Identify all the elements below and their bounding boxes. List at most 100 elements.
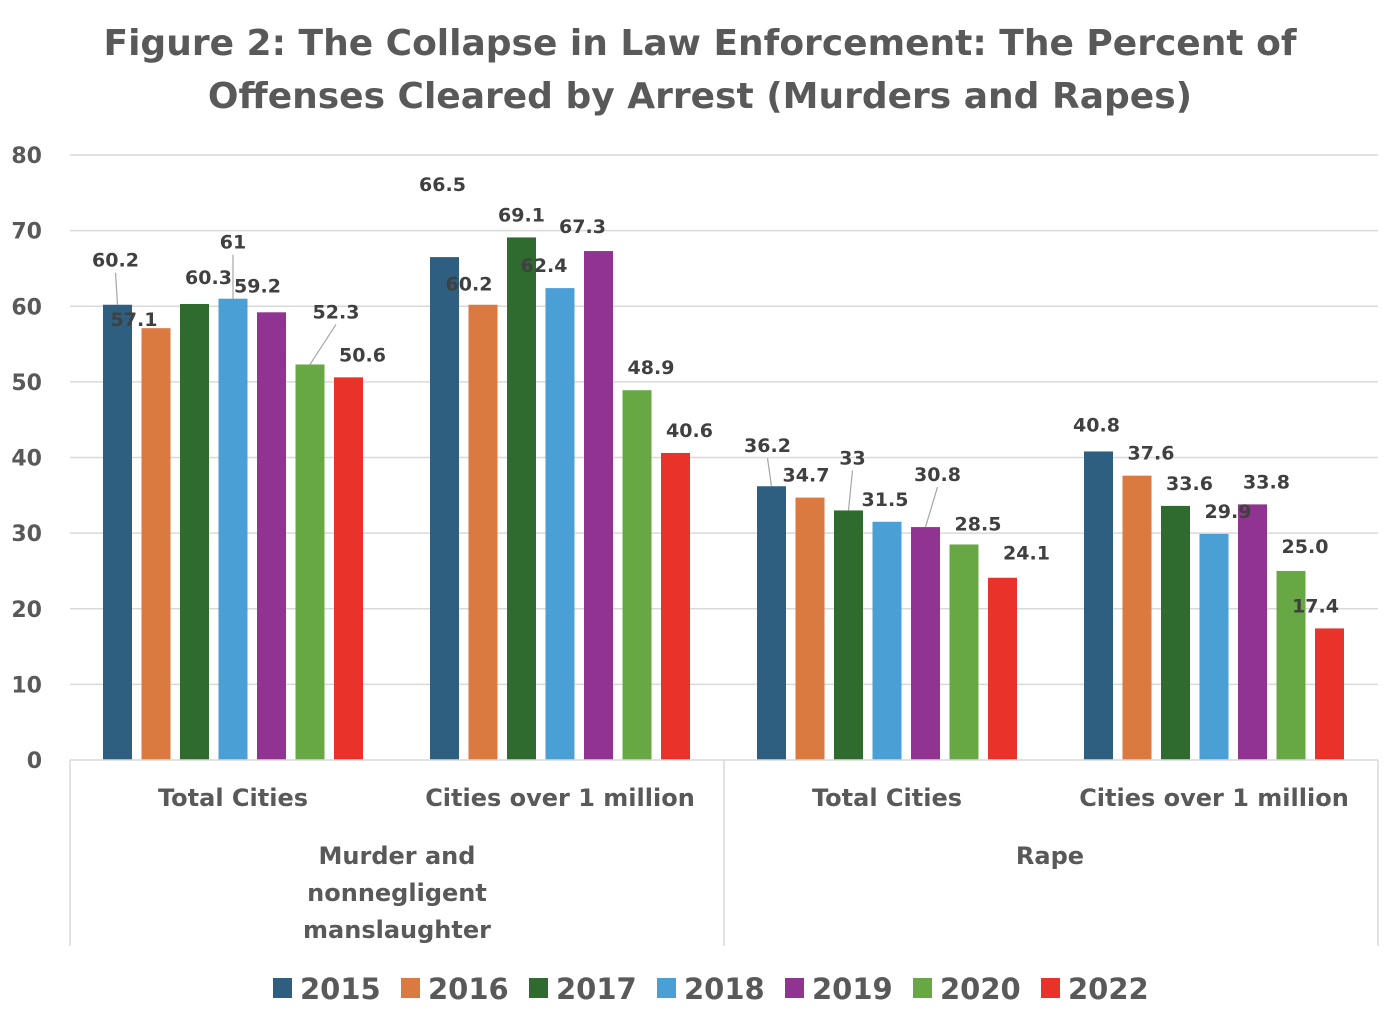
- chart-title: Figure 2: The Collapse in Law Enforcemen…: [104, 23, 1297, 117]
- legend-swatch-2022: [1041, 978, 1060, 998]
- bar-2017-0: [180, 303, 209, 760]
- data-label-2015-3: 40.8: [1073, 414, 1120, 436]
- bar-2016-0: [141, 328, 171, 760]
- y-tick-label: 80: [11, 144, 42, 169]
- legend-label-2017: 2017: [556, 972, 637, 1006]
- bar-2019-3: [1238, 504, 1267, 760]
- bar-2019-0: [257, 312, 286, 760]
- data-label-2016-3: 37.6: [1128, 443, 1175, 465]
- data-label-2016-1: 60.2: [446, 274, 493, 296]
- x-group-label: manslaughter: [303, 916, 491, 944]
- bar-2017-3: [1161, 505, 1190, 760]
- data-label-2019-3: 33.8: [1243, 471, 1290, 493]
- data-label-2022-0: 50.6: [339, 344, 386, 366]
- x-group-label: Rape: [1016, 842, 1084, 870]
- legend-swatch-2018: [657, 978, 676, 998]
- data-label-2017-3: 33.6: [1166, 473, 1213, 495]
- label-leader-line: [766, 458, 773, 487]
- data-label-2015-1: 66.5: [419, 174, 466, 196]
- legend-label-2015: 2015: [300, 972, 381, 1006]
- data-label-2016-2: 34.7: [783, 465, 830, 487]
- data-label-2020-3: 25.0: [1282, 536, 1329, 558]
- data-label-2018-0: 61: [220, 232, 246, 254]
- x-axis: Total Cities Cities over 1 million Murder …: [69, 759, 1379, 946]
- data-label-2015-0: 60.2: [92, 250, 139, 272]
- data-labels: 60.2 57.1 60.3 61 59.2 52.3 50.6 66.5 60.2 69.1 62…: [92, 174, 1339, 617]
- bar-2020-2: [949, 544, 979, 760]
- data-label-2022-2: 24.1: [1003, 543, 1050, 565]
- bar-2018-3: [1199, 533, 1229, 760]
- data-label-2020-1: 48.9: [628, 357, 675, 379]
- data-label-2022-3: 17.4: [1292, 595, 1339, 617]
- data-label-2019-1: 67.3: [559, 216, 606, 238]
- y-tick-label: 20: [11, 598, 42, 623]
- bar-2022-1: [661, 452, 690, 760]
- bar-2015-2: [757, 486, 786, 760]
- data-label-2018-1: 62.4: [521, 255, 568, 277]
- y-tick-label: 40: [11, 447, 42, 472]
- y-tick-label: 70: [11, 220, 42, 245]
- bar-2016-3: [1122, 475, 1152, 760]
- bar-2017-1: [507, 237, 536, 760]
- bar-2017-2: [834, 510, 863, 760]
- bar-2020-0: [295, 364, 325, 760]
- data-label-2018-3: 29.9: [1205, 501, 1252, 523]
- data-label-2016-0: 57.1: [111, 309, 158, 331]
- label-leader-line: [924, 486, 939, 528]
- data-label-2019-2: 30.8: [914, 464, 961, 486]
- data-label-2018-2: 31.5: [862, 489, 909, 511]
- bar-2016-2: [795, 497, 825, 760]
- y-tick-label: 30: [11, 522, 42, 547]
- data-label-2019-0: 59.2: [234, 275, 281, 297]
- legend-label-2016: 2016: [428, 972, 509, 1006]
- label-leader-line: [847, 470, 854, 511]
- x-category-label: Cities over 1 million: [425, 784, 695, 812]
- bar-2019-1: [584, 251, 613, 760]
- bar-2020-3: [1276, 570, 1306, 760]
- x-category-label: Total Cities: [812, 784, 962, 812]
- x-group-label: Murder and: [319, 842, 476, 870]
- bar-2018-1: [545, 288, 575, 760]
- bar-2022-3: [1315, 628, 1344, 760]
- legend-label-2020: 2020: [940, 972, 1021, 1006]
- data-label-2015-2: 36.2: [744, 435, 791, 457]
- data-label-2020-0: 52.3: [313, 301, 360, 323]
- y-axis-ticks: 0 10 20 30 40 50 60 70 80: [11, 144, 42, 774]
- legend-swatch-2019: [785, 978, 804, 998]
- legend-label-2018: 2018: [684, 972, 765, 1006]
- legend-swatch-2020: [913, 978, 932, 998]
- bar-2018-0: [218, 298, 248, 760]
- bar-2022-0: [334, 377, 363, 760]
- chart-title-line-1: Figure 2: The Collapse in Law Enforcemen…: [104, 23, 1297, 64]
- gridlines: [70, 154, 1378, 686]
- legend-swatch-2015: [273, 978, 292, 998]
- y-tick-label: 50: [11, 371, 42, 396]
- x-group-label: nonnegligent: [307, 879, 487, 907]
- bar-2015-3: [1084, 451, 1113, 760]
- y-tick-label: 10: [11, 673, 42, 698]
- data-label-2017-1: 69.1: [498, 204, 545, 226]
- bar-2016-1: [468, 304, 498, 760]
- data-label-2020-2: 28.5: [955, 513, 1002, 535]
- y-tick-label: 0: [27, 749, 42, 774]
- chart-title-line-2: Offenses Cleared by Arrest (Murders and …: [208, 76, 1192, 117]
- data-label-2022-1: 40.6: [666, 420, 713, 442]
- legend: 2015 2016 2017 2018 2019 2020 2022: [273, 972, 1149, 1006]
- bars: [103, 237, 1344, 760]
- legend-swatch-2016: [401, 978, 420, 998]
- data-label-2017-2: 33: [839, 447, 865, 469]
- bar-2018-2: [872, 521, 902, 760]
- legend-swatch-2017: [529, 978, 548, 998]
- bar-2015-0: [103, 304, 132, 760]
- legend-label-2022: 2022: [1068, 972, 1149, 1006]
- bar-2020-1: [622, 390, 652, 760]
- legend-label-2019: 2019: [812, 972, 893, 1006]
- bar-2015-1: [430, 257, 459, 760]
- bar-2019-2: [911, 527, 940, 760]
- label-leader-line: [309, 324, 337, 365]
- x-category-label: Cities over 1 million: [1079, 784, 1349, 812]
- label-leader-line: [114, 272, 119, 305]
- y-tick-label: 60: [11, 295, 42, 320]
- x-category-label: Total Cities: [158, 784, 308, 812]
